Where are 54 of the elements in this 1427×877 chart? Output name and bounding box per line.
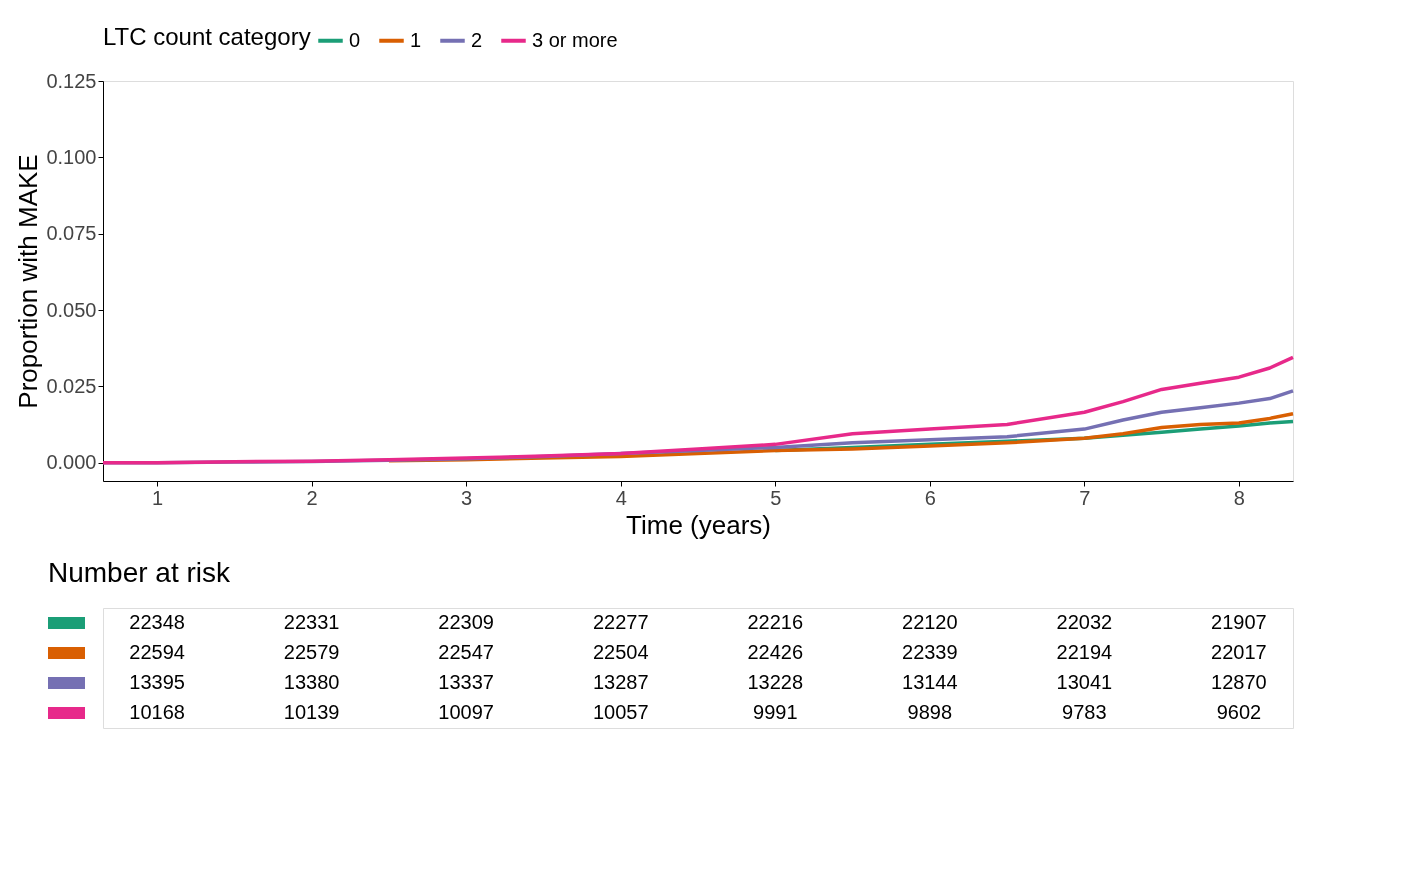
y-tick-label: 0.075: [46, 222, 97, 245]
x-tick-label: 1: [152, 486, 164, 509]
text: 22594: [129, 641, 185, 663]
text: 12870: [1211, 671, 1267, 693]
text: 22331: [283, 611, 340, 633]
x-tick-label: 8: [1233, 486, 1245, 509]
text: 9602: [1216, 701, 1262, 723]
text: 22032: [1056, 611, 1113, 633]
text: 22348: [129, 611, 185, 633]
text: 22216: [747, 611, 804, 633]
text: 13395: [129, 671, 185, 693]
text: 22017: [1211, 641, 1267, 663]
text: 10139: [283, 701, 340, 723]
text: 13337: [438, 671, 494, 693]
x-tick-label: 6: [924, 486, 936, 509]
text: 10168: [129, 701, 185, 723]
text: 21907: [1211, 611, 1267, 633]
y-tick-label: 0.100: [46, 145, 97, 168]
legend-title: LTC count category: [103, 23, 311, 50]
legend-label: 1: [410, 28, 422, 51]
text: Number at risk: [48, 557, 232, 588]
text: 13144: [902, 671, 958, 693]
text: 13287: [592, 671, 649, 693]
text: 22426: [747, 641, 804, 663]
text: 9783: [1062, 701, 1107, 723]
x-tick-label: 2: [306, 486, 318, 509]
x-tick-label: 3: [461, 486, 473, 509]
text: 22504: [592, 641, 649, 663]
text: 22339: [902, 641, 958, 663]
text: 13041: [1056, 671, 1113, 693]
x-tick-label: 4: [615, 486, 627, 509]
text: 22194: [1056, 641, 1113, 663]
legend-label: 2: [471, 28, 483, 51]
text: 22579: [283, 641, 340, 663]
y-tick-label: 0.125: [46, 69, 97, 92]
legend-label: 3 or more: [532, 28, 618, 51]
text: 22277: [592, 611, 649, 633]
x-tick-label: 5: [770, 486, 782, 509]
x-tick-label: 7: [1079, 486, 1091, 509]
y-tick-label: 0.050: [46, 298, 97, 321]
text: 9898: [907, 701, 953, 723]
text: 22547: [438, 641, 494, 663]
text: 22120: [902, 611, 958, 633]
legend-label: 0: [349, 28, 361, 51]
text: 13380: [283, 671, 340, 693]
y-tick-label: 0.000: [46, 451, 97, 474]
text: 10057: [592, 701, 649, 723]
y-tick-label: 0.025: [46, 374, 97, 397]
x-axis-title: Time (years): [626, 509, 771, 540]
y-axis-title: Proportion with MAKE: [13, 154, 44, 409]
text: 9991: [753, 701, 798, 723]
text: 22309: [438, 611, 494, 633]
text: 10097: [438, 701, 494, 723]
text: 13228: [747, 671, 804, 693]
